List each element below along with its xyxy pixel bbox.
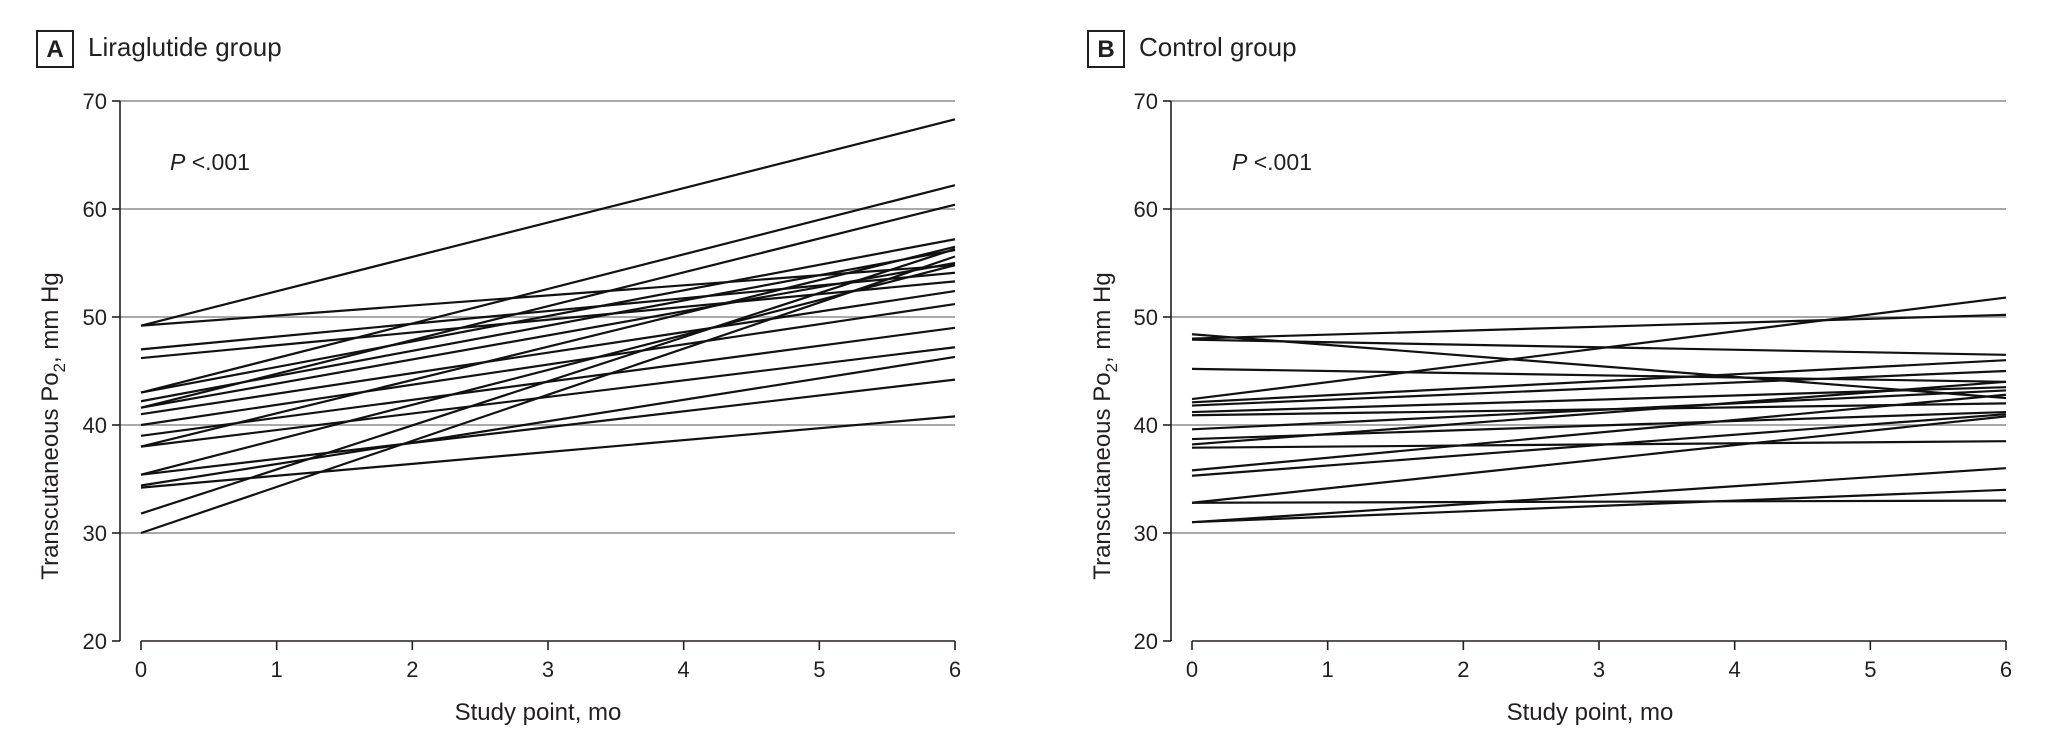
panel-a-x-tick-label-5: 5 xyxy=(813,657,825,682)
panel-a-title: Liraglutide group xyxy=(88,32,282,62)
panel-a-series-line-7 xyxy=(140,238,956,394)
panel-a-series-line-17 xyxy=(140,247,956,515)
panel-b-x-tick-label-5: 5 xyxy=(1864,657,1876,682)
panel-b-series-line-12 xyxy=(1191,380,2007,446)
panel-b-series-line-10 xyxy=(1191,389,2007,431)
panel-a-series-line-20 xyxy=(140,415,956,489)
panel-b-y-tick-label-50: 50 xyxy=(1134,305,1158,330)
panel-b-series-line-1 xyxy=(1191,333,2007,400)
panel-b-series-line-7 xyxy=(1191,369,2007,407)
panel-a-series-line-15 xyxy=(140,346,956,448)
panel-b-letter-box xyxy=(1087,30,1125,68)
panel-a-series-line-1 xyxy=(140,118,956,327)
panel-a-series-line-18 xyxy=(140,255,956,535)
panel-b-series-line-15 xyxy=(1191,413,2007,477)
panel-a-ylabel-sub: 2 xyxy=(50,363,69,372)
panel-b-series-line-19 xyxy=(1191,488,2007,524)
panel-b-ylabel-end: , mm Hg xyxy=(1089,272,1116,363)
panel-a-letter-box xyxy=(36,30,74,68)
panel-a-series-line-10 xyxy=(140,289,956,416)
panel-b-x-tick-label-6: 6 xyxy=(2000,657,2012,682)
panel-b-y-tick-label-30: 30 xyxy=(1134,521,1158,546)
panel-b-x-tick-label-3: 3 xyxy=(1593,657,1605,682)
panel-b-p-symbol: P xyxy=(1232,149,1248,175)
panel-a-series-line-19 xyxy=(140,378,956,476)
panel-a-series-line-13 xyxy=(140,264,956,476)
panel-b-y-tick-label-60: 60 xyxy=(1134,197,1158,222)
panel-b-title: Control group xyxy=(1139,32,1297,62)
panel-a-y-tick-label-60: 60 xyxy=(83,197,107,222)
panel-a-y-tick-label-50: 50 xyxy=(83,305,107,330)
panel-b-series-line-4 xyxy=(1191,367,2007,383)
panel-b-y-tick-label-70: 70 xyxy=(1134,89,1158,114)
panel-a-series-line-11 xyxy=(140,302,956,427)
panel-b-series-line-6 xyxy=(1191,359,2007,404)
panel-b-ylabel-main: Transcutaneous Po xyxy=(1089,372,1116,579)
panel-a-x-tick-label-4: 4 xyxy=(678,657,690,682)
panel-b-series xyxy=(1191,296,2007,524)
panel-b-letter: B xyxy=(1097,36,1114,63)
panel-b-x-tick-label-1: 1 xyxy=(1322,657,1334,682)
panel-a-x-tick-label-1: 1 xyxy=(271,657,283,682)
panel-a-y-tick-label-40: 40 xyxy=(83,413,107,438)
panel-a-series-line-8 xyxy=(140,248,956,403)
panel-a-series-line-2 xyxy=(140,184,956,394)
panel-b-series-line-17 xyxy=(1191,415,2007,504)
panel-a-axes: 20 30 40 50 60 70 0 1 2 3 4 5 6 xyxy=(83,89,962,682)
panel-a-series-line-3 xyxy=(140,203,956,409)
panel-b-series-line-14 xyxy=(1191,393,2007,472)
panel-a-x-tick-label-0: 0 xyxy=(135,657,147,682)
panel-b-y-tick-label-40: 40 xyxy=(1134,413,1158,438)
panel-a-ylabel-main: Transcutaneous Po xyxy=(37,372,64,579)
panel-a-x-tick-label-2: 2 xyxy=(406,657,418,682)
panel-a-series xyxy=(140,118,956,535)
panel-b-series-line-2 xyxy=(1191,313,2007,340)
panel-b-x-tick-label-0: 0 xyxy=(1186,657,1198,682)
panel-a-series-line-9 xyxy=(140,261,956,409)
panel-b-axes: 20 30 40 50 60 70 0 1 2 3 4 5 6 xyxy=(1134,89,2013,682)
panel-a-p-value: P <.001 xyxy=(170,149,250,175)
panel-b-y-tick-label-20: 20 xyxy=(1134,629,1158,654)
panel-a-p-symbol: P xyxy=(170,149,186,175)
panel-b-p-value: P <.001 xyxy=(1232,149,1312,175)
panel-a-series-line-12 xyxy=(140,245,956,448)
panel-a-ylabel-end: , mm Hg xyxy=(37,272,64,363)
panel-b-series-line-18 xyxy=(1191,467,2007,524)
panel-b-ylabel-sub: 2 xyxy=(1102,363,1121,372)
panel-b-x-tick-label-4: 4 xyxy=(1729,657,1741,682)
panel-a-series-line-5 xyxy=(140,271,956,351)
panel-b-x-axis-title: Study point, mo xyxy=(1507,699,1674,726)
panel-a-y-axis-title: Transcutaneous Po2, mm Hg xyxy=(37,272,69,579)
panel-b-x-tick-label-2: 2 xyxy=(1457,657,1469,682)
panel-b-y-axis-title: Transcutaneous Po2, mm Hg xyxy=(1089,272,1121,579)
panel-a-series-line-16 xyxy=(140,355,956,487)
panel-b-series-line-16 xyxy=(1191,499,2007,504)
panel-a-p-text: <.001 xyxy=(185,149,250,175)
panel-a-y-tick-label-30: 30 xyxy=(83,521,107,546)
panel-a-x-tick-label-3: 3 xyxy=(542,657,554,682)
panel-b-series-line-5 xyxy=(1191,296,2007,401)
panel-a-x-tick-label-6: 6 xyxy=(949,657,961,682)
panel-a-y-tick-label-70: 70 xyxy=(83,89,107,114)
panel-a-x-axis-title: Study point, mo xyxy=(455,699,622,726)
panel-a-letter: A xyxy=(46,36,63,63)
panel-a-y-tick-label-20: 20 xyxy=(83,629,107,654)
panel-b: B Control group 20 30 40 50 60 70 0 1 2 3 4 5 6 P <.… xyxy=(1087,30,2013,726)
panel-b-p-text: <.001 xyxy=(1247,149,1312,175)
